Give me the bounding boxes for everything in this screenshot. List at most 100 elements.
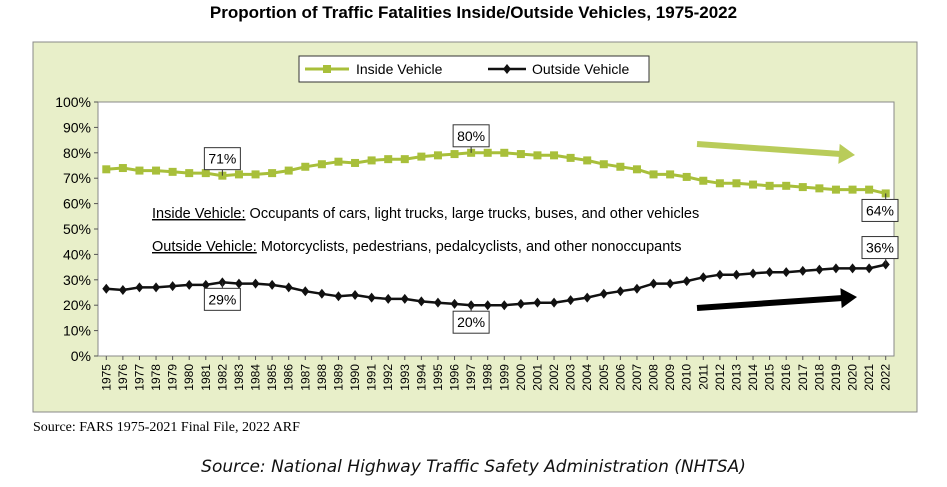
data-point [351,158,360,167]
note-0: Inside Vehicle: Occupants of cars, light… [152,206,699,222]
x-tick-label: 1978 [149,364,163,391]
data-point [682,172,691,181]
data-point [666,278,675,289]
x-tick-label: 1975 [99,364,113,391]
y-tick-label: 30% [63,272,91,288]
data-point [583,156,592,165]
x-tick-label: 1988 [315,364,329,391]
data-point [251,278,260,289]
data-point [616,162,625,171]
x-tick-label: 1995 [431,364,445,391]
x-tick-label: 1992 [381,364,395,391]
y-tick-label: 100% [55,94,91,110]
legend: Inside Vehicle Outside Vehicle [298,55,650,83]
data-point [284,166,293,175]
x-tick-label: 2000 [514,364,528,391]
note-label: Outside Vehicle: [152,239,257,255]
data-point [533,297,542,308]
data-point [815,264,824,275]
data-point [317,160,326,169]
data-point [251,170,260,179]
data-point [334,157,343,166]
data-point [632,283,641,294]
x-tick-label: 2005 [597,364,611,391]
data-point [848,185,857,194]
y-tick-label: 40% [63,246,91,262]
data-point [782,181,791,190]
data-point [749,180,758,189]
data-point [599,160,608,169]
data-point [334,291,343,302]
data-point [715,269,724,280]
callout-box [203,147,241,171]
x-tick-label: 1982 [215,364,229,391]
x-tick-label: 1980 [182,364,196,391]
data-point [516,150,525,159]
x-tick-label: 2010 [680,364,694,391]
data-point [301,286,310,297]
x-tick-label: 2021 [862,364,876,391]
series-0 [102,148,890,198]
x-tick-label: 1977 [132,364,146,391]
x-tick-label: 1996 [448,364,462,391]
x-tick-label: 2004 [580,364,594,391]
data-point [782,267,791,278]
callout-box [861,198,899,222]
data-point [135,166,144,175]
data-point [301,162,310,171]
legend-marker [503,64,511,74]
x-tick-label: 1994 [414,364,428,391]
data-point [599,288,608,299]
x-tick-label: 2018 [812,364,826,391]
data-point [500,148,509,157]
data-point [583,292,592,303]
x-tick-label: 1984 [249,364,263,391]
data-point [201,169,210,178]
x-tick-label: 1983 [232,364,246,391]
data-point [135,282,144,293]
trend-arrows [696,141,857,311]
x-tick-label: 2013 [729,364,743,391]
x-axis: 1975 1976 1977 1978 1979 1980 1981 1982 1983 1984… [99,356,893,391]
data-point [384,155,393,164]
data-point [682,276,691,287]
data-point [118,164,127,173]
trend-arrow-down [696,141,855,164]
legend-label: Outside Vehicle [532,61,629,77]
data-point [865,185,874,194]
data-point [699,176,708,185]
x-tick-label: 1985 [265,364,279,391]
x-tick-label: 2011 [696,364,710,390]
x-tick-label: 2001 [530,364,544,391]
data-point [550,297,559,308]
x-tick-label: 2009 [663,364,677,391]
y-tick-label: 20% [63,297,91,313]
x-tick-label: 2014 [746,364,760,391]
data-point [699,272,708,283]
data-point [848,263,857,274]
x-tick-label: 2006 [613,364,627,391]
y-tick-label: 0% [71,348,91,364]
data-point [533,151,542,160]
x-tick-label: 1981 [199,364,213,391]
data-point [433,297,442,308]
data-point [749,268,758,279]
trend-arrow-up [696,288,857,311]
legend-item-1: Outside Vehicle [488,61,629,77]
data-point [168,167,177,176]
chart-title: Proportion of Traffic Fatalities Inside/… [209,3,738,22]
data-point [433,151,442,160]
data-point [516,298,525,309]
y-tick-label: 80% [63,145,91,161]
data-point [268,279,277,290]
data-point [649,278,658,289]
x-tick-label: 2016 [779,364,793,391]
callout-label: 29% [208,291,236,307]
series-layer [102,148,890,311]
data-point [616,286,625,297]
x-tick-label: 1991 [365,364,379,391]
x-tick-label: 1976 [116,364,130,391]
data-point [666,170,675,179]
data-point [649,170,658,179]
